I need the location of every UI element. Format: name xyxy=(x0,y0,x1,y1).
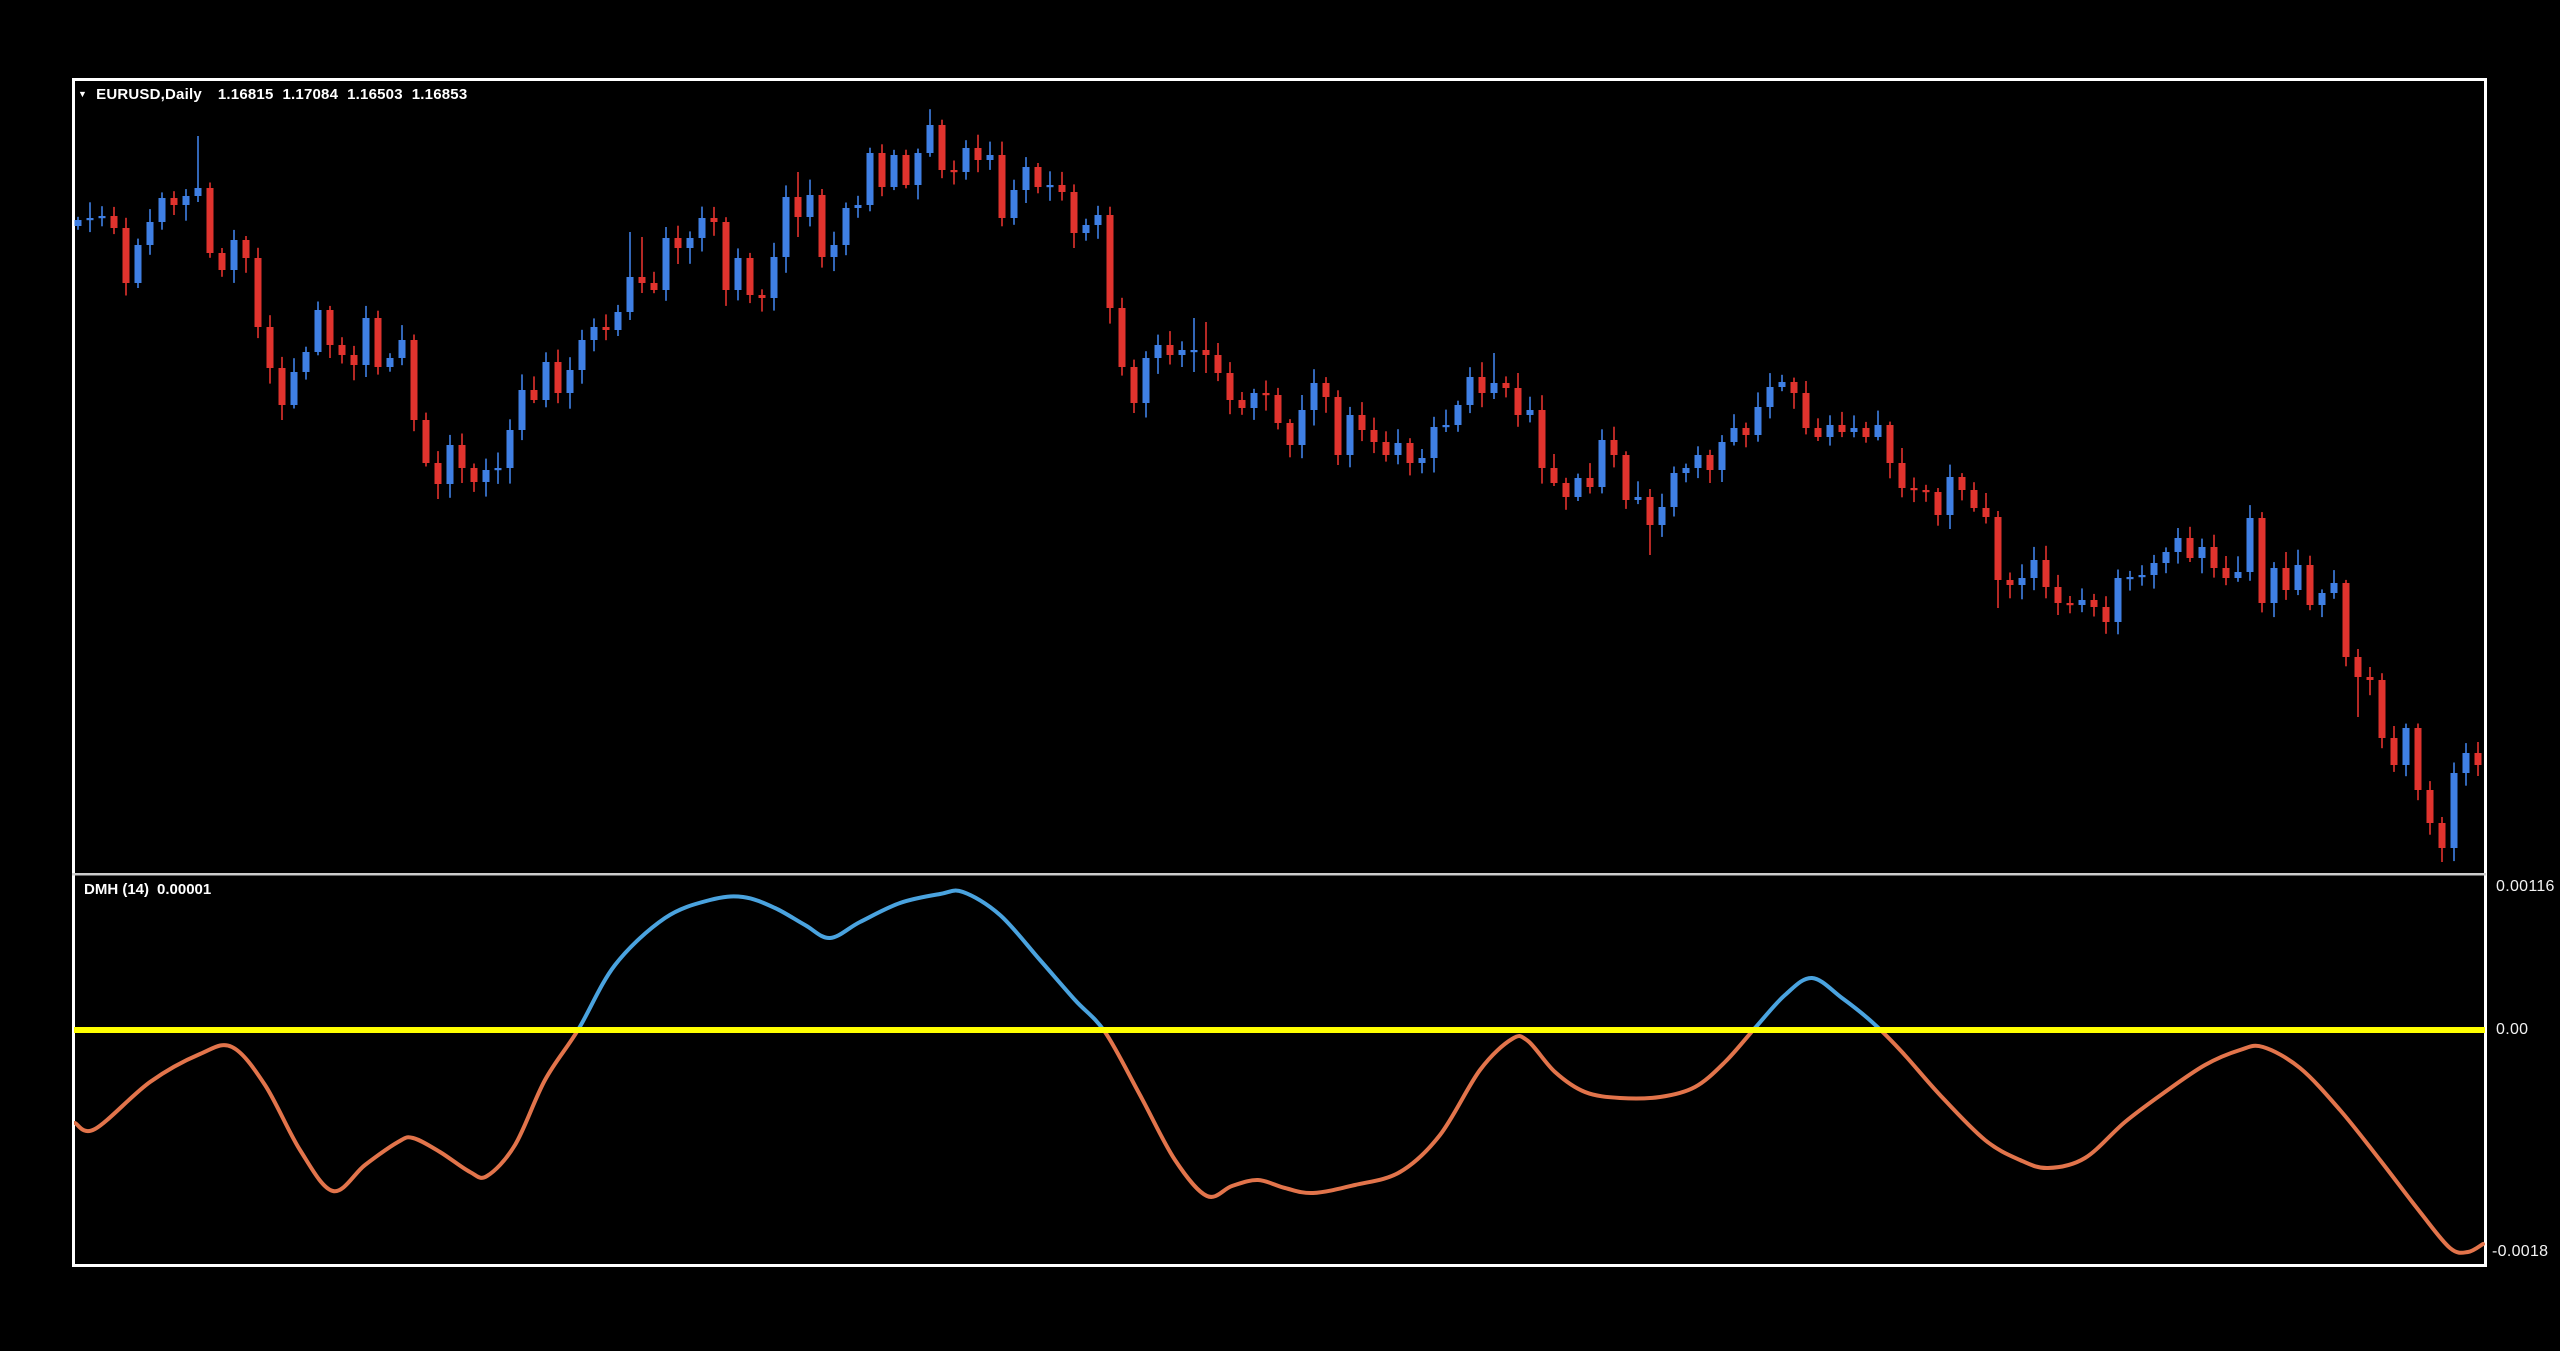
indicator-value: 0.00001 xyxy=(157,881,212,898)
indicator-scale-min: -0.0018 xyxy=(2492,1243,2549,1260)
chart-title: ▼ EURUSD,Daily 1.16815 1.17084 1.16503 1.1685… xyxy=(78,87,476,102)
indicator-scale-max: 0.00116 xyxy=(2496,878,2555,895)
candlestick-series xyxy=(74,109,2482,862)
close-value: 1.16853 xyxy=(411,86,468,103)
window-border xyxy=(72,78,2487,1267)
low-value: 1.16503 xyxy=(347,86,403,103)
indicator-name: DMH (14) xyxy=(84,881,150,898)
dmh-indicator-line xyxy=(74,888,2485,1255)
symbol-timeframe-label: EURUSD,Daily xyxy=(96,86,202,103)
panel-separator[interactable] xyxy=(72,873,2486,876)
indicator-label: DMH (14) 0.00001 xyxy=(84,882,211,897)
high-value: 1.17084 xyxy=(282,86,339,103)
symbol-dropdown-icon[interactable]: ▼ xyxy=(78,89,88,99)
indicator-panel[interactable] xyxy=(75,877,2484,1263)
open-value: 1.16815 xyxy=(217,86,274,103)
zero-level-line xyxy=(74,1027,2485,1033)
indicator-scale-zero: 0.00 xyxy=(2496,1021,2529,1038)
